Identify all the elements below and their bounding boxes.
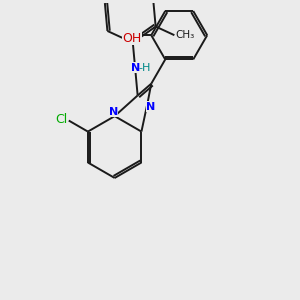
Text: OH: OH: [122, 32, 142, 45]
Text: CH₃: CH₃: [176, 30, 195, 40]
Text: -H: -H: [139, 63, 151, 73]
Text: N: N: [146, 102, 155, 112]
Text: Cl: Cl: [55, 112, 68, 126]
Text: N: N: [130, 63, 140, 73]
Text: N: N: [109, 107, 118, 117]
